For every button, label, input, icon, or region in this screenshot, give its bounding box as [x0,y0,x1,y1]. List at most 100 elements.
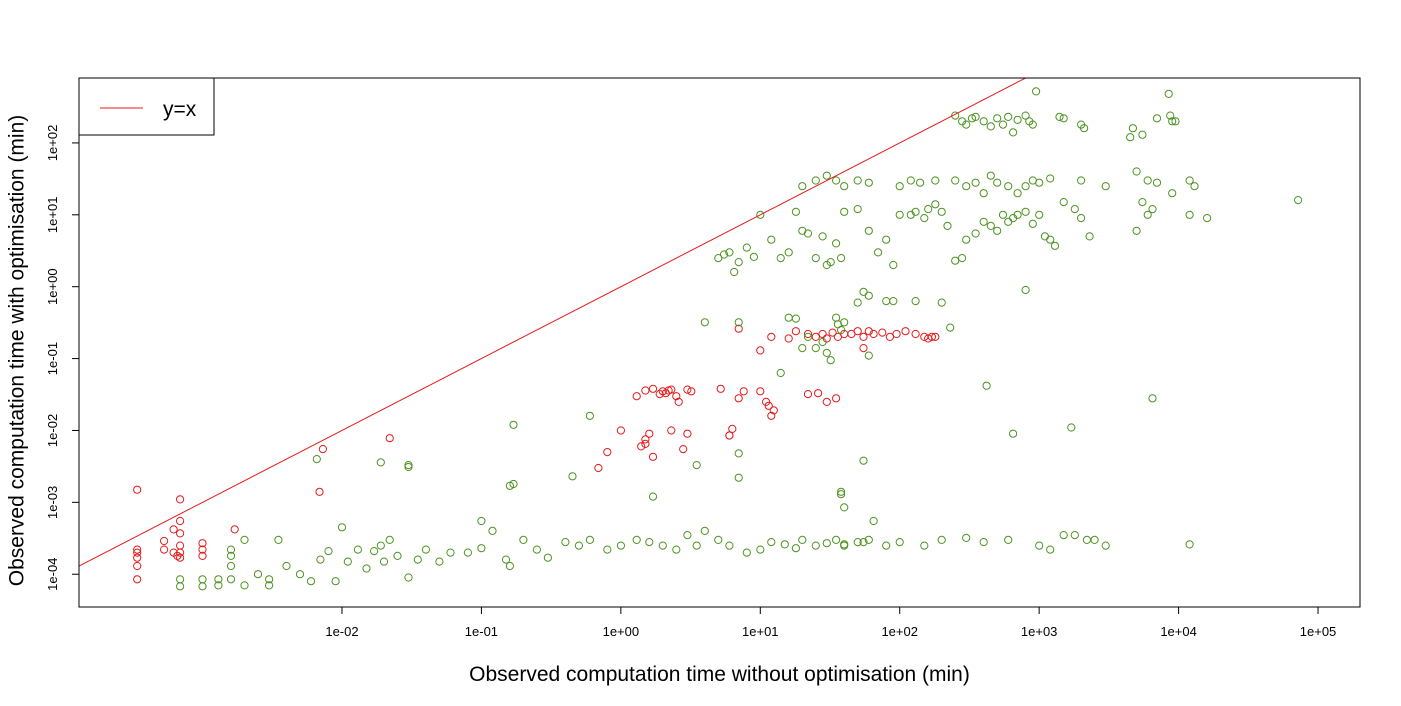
data-point [837,487,846,496]
data-point [645,538,654,547]
data-point [1294,196,1303,205]
x-tick-label: 1e+05 [1300,624,1337,639]
data-point [714,535,723,545]
data-point [376,541,385,550]
data-point [413,555,422,564]
data-point [742,243,751,252]
data-point [674,397,683,406]
data-point [892,329,901,339]
data-point [1009,429,1018,438]
data-point [864,535,873,545]
data-point [240,535,249,545]
data-point [561,538,570,547]
data-point [951,111,960,120]
data-point [882,235,891,244]
data-point [832,176,841,185]
data-point [641,435,650,444]
data-point [734,449,743,458]
data-point [971,229,980,238]
data-point [962,182,971,191]
data-point [725,431,734,440]
data-point [895,210,904,219]
data-point [859,332,868,341]
data-point [993,114,1002,123]
data-point [1021,207,1030,216]
data-point [864,178,873,187]
data-point [385,535,394,545]
data-point [791,207,801,216]
data-point [1013,210,1022,219]
data-point [853,176,862,185]
x-tick-label: 1e+01 [742,624,779,639]
data-point [979,189,988,198]
data-point [324,547,333,556]
data-point [176,553,185,562]
data-point [176,575,185,584]
data-point [1152,114,1162,123]
data-point [818,337,827,347]
data-point [1132,167,1141,176]
data-point [998,120,1008,129]
data-point [911,207,920,216]
data-point [756,210,765,219]
y-tick-label: 1e+01 [45,197,60,234]
data-point [967,114,977,123]
data-point [1028,219,1037,228]
data-point [784,334,793,343]
data-point [1090,535,1099,545]
data-point [728,424,737,433]
data-point [679,445,688,454]
data-point [822,397,831,406]
data-point [477,516,486,526]
data-point [1085,232,1094,241]
data-point [725,541,734,550]
data-point [700,318,709,327]
data-point [585,411,595,420]
legend-box [78,77,215,136]
data-point [1082,535,1092,545]
data-point [756,387,765,396]
data-point [632,535,641,545]
data-point [895,182,904,191]
data-point [906,176,915,185]
data-point [488,526,497,536]
data-point [811,344,820,353]
data-point [832,394,841,403]
data-point [683,531,692,540]
data-point [133,561,142,571]
data-point [716,384,725,393]
data-point [568,472,577,481]
data-point [982,381,991,390]
data-point [962,235,971,244]
data-point [1168,189,1177,198]
data-point [1203,214,1212,223]
data-point [274,535,283,545]
data-point [379,557,389,566]
data-point [749,252,759,261]
data-point [1166,111,1175,120]
data-point [1035,541,1044,550]
legend-label: y=x [163,98,197,121]
x-axis: 1e-02 1e-01 1e+00 1e+01 1e+02 1e+03 1e+04 1e+05 [325,606,1337,639]
y-axis: 1e-04 1e-03 1e-02 1e-01 1e+00 1e+01 1e+02 [45,125,80,591]
data-point [951,176,960,185]
data-point [370,547,379,556]
data-point [924,205,933,214]
data-point [226,575,236,584]
y-tick-label: 1e+00 [45,268,60,305]
data-point [1055,112,1064,122]
data-point [714,254,723,263]
data-point [742,548,751,557]
data-point [1046,174,1055,183]
data-point [176,516,185,526]
data-point [979,217,988,226]
data-point [937,535,946,545]
data-point [404,462,413,472]
data-point [725,248,734,257]
data-point [133,575,142,584]
data-point [1101,541,1110,550]
data-point [198,545,207,554]
data-point [811,332,820,341]
data-point [1168,117,1177,126]
data-point [1077,214,1086,223]
